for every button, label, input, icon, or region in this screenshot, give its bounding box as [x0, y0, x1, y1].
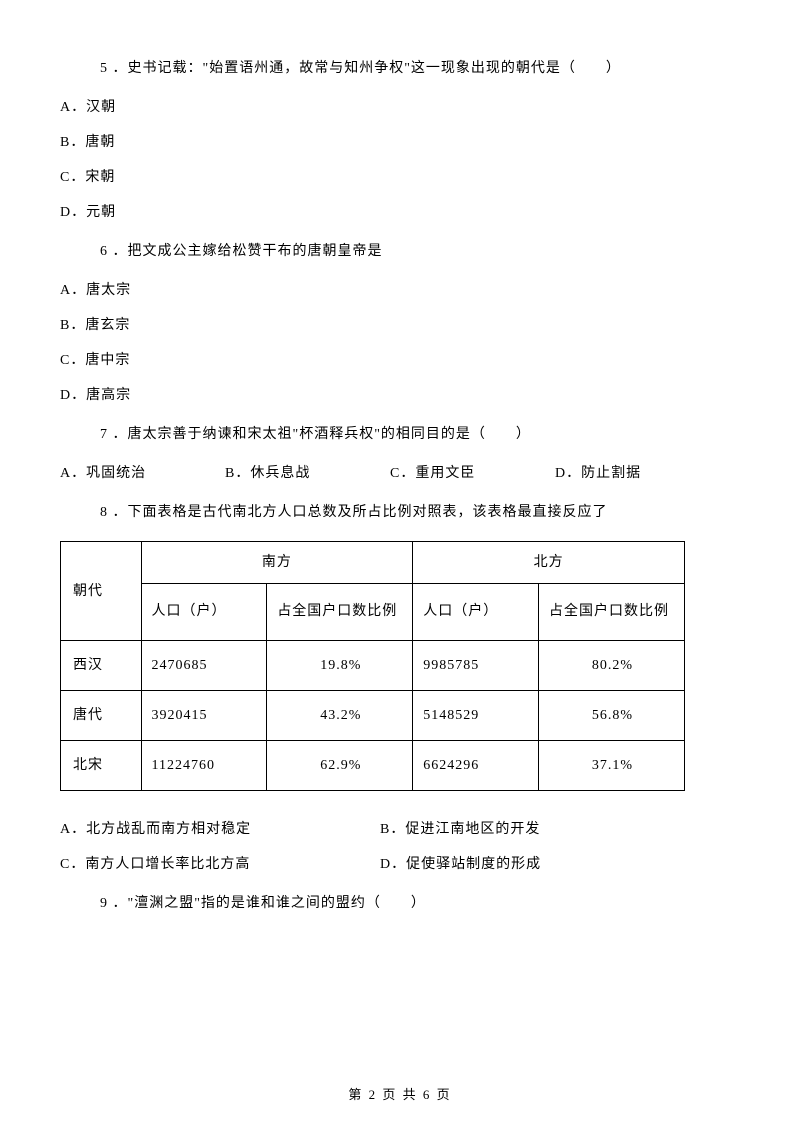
table-cell-pct: 56.8%	[539, 691, 685, 741]
table-cell-pop: 6624296	[413, 741, 539, 791]
population-table: 朝代 南方 北方 人口（户） 占全国户口数比例 人口（户） 占全国户口数比例 西…	[60, 541, 740, 791]
q8-option-d[interactable]: D．促使驿站制度的形成	[380, 854, 541, 875]
table-header-pop: 人口（户）	[141, 584, 267, 641]
table-cell-pop: 11224760	[141, 741, 267, 791]
table-header-pct: 占全国户口数比例	[539, 584, 685, 641]
q6-option-b[interactable]: B．唐玄宗	[60, 315, 740, 336]
table-header-south: 南方	[141, 542, 413, 584]
q7-option-a[interactable]: A．巩固统治	[60, 463, 225, 484]
table-cell-pct: 43.2%	[267, 691, 413, 741]
q5-option-d[interactable]: D．元朝	[60, 202, 740, 223]
q6-option-c[interactable]: C．唐中宗	[60, 350, 740, 371]
table-cell-pop: 5148529	[413, 691, 539, 741]
table-cell-dynasty: 唐代	[61, 691, 142, 741]
q7-option-c[interactable]: C．重用文臣	[390, 463, 555, 484]
q5-stem: 5 ．史书记载："始置语州通，故常与知州争权"这一现象出现的朝代是（ ）	[60, 58, 740, 79]
table-cell-dynasty: 西汉	[61, 641, 142, 691]
table-cell-pct: 37.1%	[539, 741, 685, 791]
q8-option-c[interactable]: C．南方人口增长率比北方高	[60, 854, 380, 875]
q7-stem: 7 ．唐太宗善于纳谏和宋太祖"杯酒释兵权"的相同目的是（ ）	[60, 424, 740, 445]
table-header-pct: 占全国户口数比例	[267, 584, 413, 641]
page-footer: 第 2 页 共 6 页	[0, 1085, 800, 1105]
table-cell-pop: 2470685	[141, 641, 267, 691]
q6-option-a[interactable]: A．唐太宗	[60, 280, 740, 301]
table-cell-pop: 9985785	[413, 641, 539, 691]
q5-option-a[interactable]: A．汉朝	[60, 97, 740, 118]
table-cell-dynasty: 北宋	[61, 741, 142, 791]
q8-options-row2: C．南方人口增长率比北方高 D．促使驿站制度的形成	[60, 854, 740, 875]
q7-option-d[interactable]: D．防止割据	[555, 463, 720, 484]
q8-options-row1: A．北方战乱而南方相对稳定 B．促进江南地区的开发	[60, 819, 740, 840]
table-cell-pop: 3920415	[141, 691, 267, 741]
q8-option-b[interactable]: B．促进江南地区的开发	[380, 819, 540, 840]
q8-option-a[interactable]: A．北方战乱而南方相对稳定	[60, 819, 380, 840]
q5-option-c[interactable]: C．宋朝	[60, 167, 740, 188]
q7-option-b[interactable]: B．休兵息战	[225, 463, 390, 484]
table-header-north: 北方	[413, 542, 685, 584]
table-cell-pct: 80.2%	[539, 641, 685, 691]
table-row: 唐代 3920415 43.2% 5148529 56.8%	[61, 691, 685, 741]
table-row: 北宋 11224760 62.9% 6624296 37.1%	[61, 741, 685, 791]
table-header-dynasty: 朝代	[61, 542, 142, 641]
q6-option-d[interactable]: D．唐高宗	[60, 385, 740, 406]
table-cell-pct: 19.8%	[267, 641, 413, 691]
q7-options: A．巩固统治 B．休兵息战 C．重用文臣 D．防止割据	[60, 463, 740, 484]
q6-stem: 6 ．把文成公主嫁给松赞干布的唐朝皇帝是	[60, 241, 740, 262]
q5-option-b[interactable]: B．唐朝	[60, 132, 740, 153]
table-row: 西汉 2470685 19.8% 9985785 80.2%	[61, 641, 685, 691]
table-cell-pct: 62.9%	[267, 741, 413, 791]
table-header-pop: 人口（户）	[413, 584, 539, 641]
q8-stem: 8 ．下面表格是古代南北方人口总数及所占比例对照表，该表格最直接反应了	[60, 502, 740, 523]
q9-stem: 9 ．"澶渊之盟"指的是谁和谁之间的盟约（ ）	[60, 893, 740, 914]
